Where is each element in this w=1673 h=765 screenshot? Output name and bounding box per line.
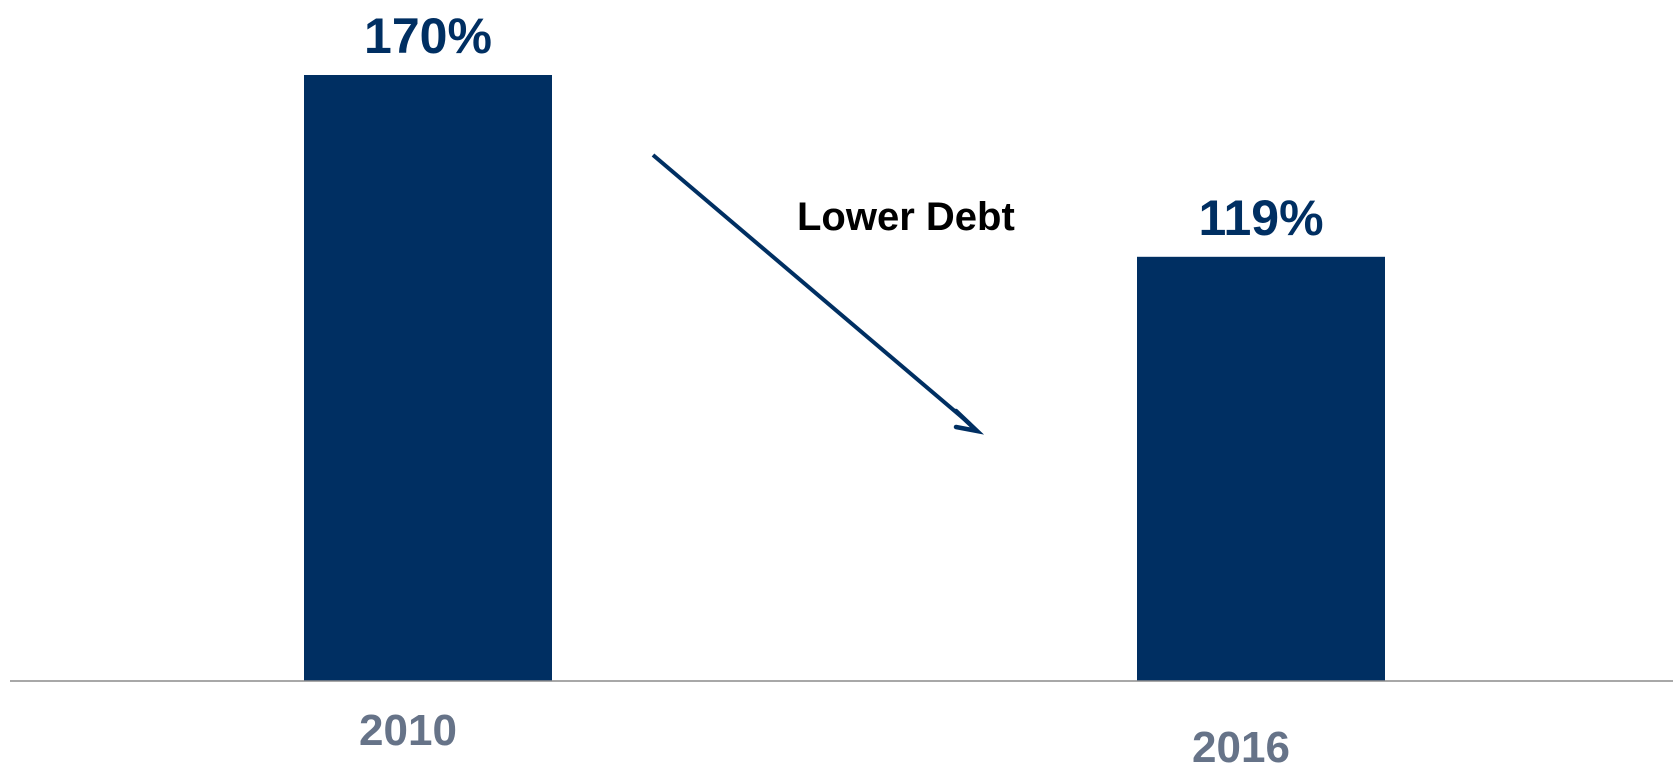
bars-layer — [304, 75, 1385, 681]
value-label-2010: 170% — [364, 8, 492, 64]
x-tick-label-2016: 2016 — [1192, 723, 1290, 765]
x-tick-label-2010: 2010 — [359, 706, 457, 755]
annotation-arrow-shaft — [651, 153, 972, 426]
value-label-2016: 119% — [1198, 190, 1323, 246]
annotation-label: Lower Debt — [797, 195, 1015, 239]
value-labels-layer: 170% 119% — [364, 8, 1324, 246]
tick-labels-layer: 2010 2016 — [359, 706, 1290, 765]
bar-2010 — [304, 75, 552, 681]
annotation-arrowhead-icon — [953, 408, 985, 435]
bar-2016 — [1137, 256, 1385, 681]
annotation: Lower Debt — [651, 153, 1015, 435]
